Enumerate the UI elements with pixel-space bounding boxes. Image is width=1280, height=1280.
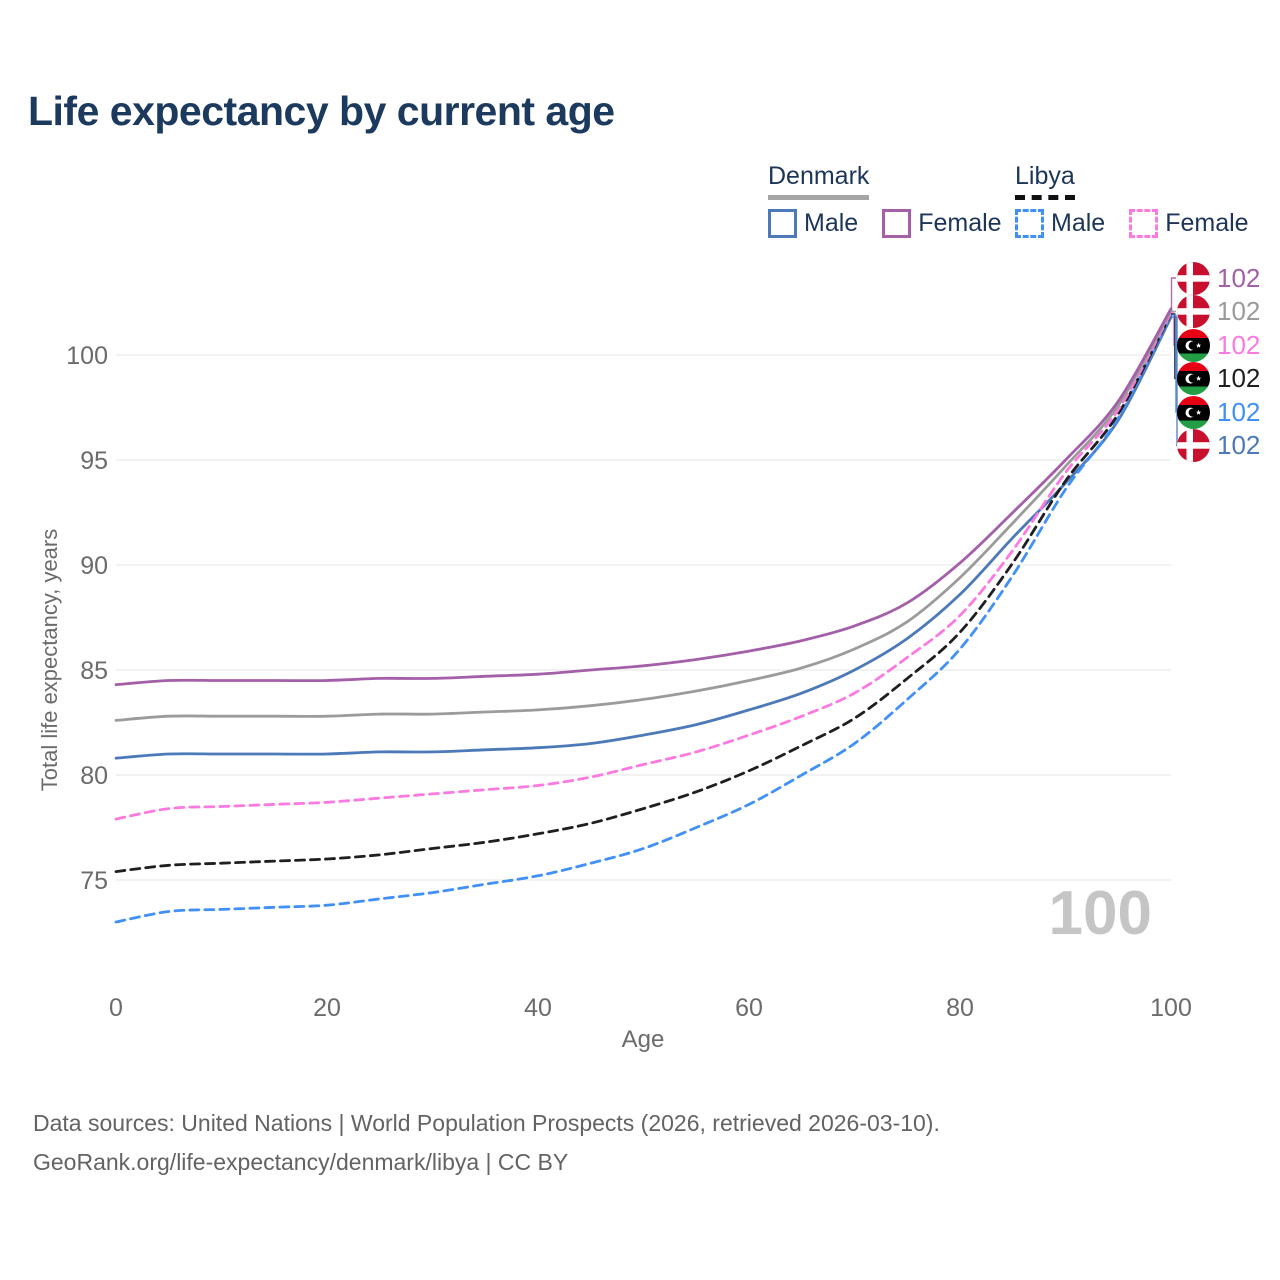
series-line-denmark-male — [114, 315, 1173, 760]
y-tick-label-80: 80 — [80, 762, 108, 790]
end-label-connector-denmark-female — [1170, 277, 1176, 310]
footer-link[interactable]: GeoRank.org/life-expectancy/denmark/liby… — [33, 1149, 569, 1175]
x-tick-label-60: 60 — [735, 994, 763, 1022]
denmark-male-swatch-icon — [768, 209, 797, 238]
legend-item-label: Female — [918, 209, 1002, 237]
x-tick-label-100: 100 — [1150, 994, 1192, 1022]
x-tick-label-0: 0 — [109, 994, 123, 1022]
legend-item-libya-female[interactable]: Female — [1129, 209, 1249, 238]
y-tick-label-85: 85 — [80, 657, 108, 685]
legend-item-denmark-male[interactable]: Male — [768, 209, 858, 238]
x-axis-title: Age — [621, 1026, 665, 1053]
footer: Data sources: United Nations | World Pop… — [33, 1104, 940, 1182]
x-tick-label-40: 40 — [524, 994, 552, 1022]
series-line-libya-all — [114, 312, 1173, 873]
series-line-denmark-female — [114, 307, 1173, 687]
y-tick-label-100: 100 — [66, 342, 108, 370]
legend-item-label: Male — [1051, 209, 1106, 237]
series-line-libya-male — [114, 313, 1173, 924]
x-tick-label-20: 20 — [313, 994, 341, 1022]
series-line-denmark-all — [114, 309, 1173, 722]
legend-item-label: Male — [804, 209, 859, 237]
legend-country-denmark[interactable]: Denmark — [768, 162, 870, 200]
legend-item-label: Female — [1165, 209, 1249, 237]
legend-item-denmark-female[interactable]: Female — [882, 209, 1002, 238]
libya-female-swatch-icon — [1129, 209, 1159, 238]
page-title: Life expectancy by current age — [28, 88, 615, 134]
age-counter-watermark: 100 — [1048, 879, 1152, 948]
legend-country-libya[interactable]: Libya — [1015, 162, 1075, 200]
y-tick-label-90: 90 — [80, 552, 108, 580]
end-label-connector-libya-male — [1171, 314, 1177, 413]
end-label-connector-denmark-all — [1171, 310, 1176, 313]
footer-data-sources: Data sources: United Nations | World Pop… — [33, 1110, 940, 1136]
denmark-female-swatch-icon — [882, 209, 912, 238]
y-axis-title: Total life expectancy, years — [37, 528, 62, 792]
y-tick-label-95: 95 — [80, 447, 108, 475]
x-tick-label-80: 80 — [946, 994, 974, 1022]
y-tick-label-75: 75 — [80, 867, 108, 895]
legend-group-denmark: Denmark Male Female — [768, 162, 1026, 238]
libya-male-swatch-icon — [1015, 209, 1044, 238]
legend-item-libya-male[interactable]: Male — [1015, 209, 1105, 238]
legend-group-libya: Libya Male Female — [1015, 162, 1273, 238]
series-line-libya-female — [114, 311, 1173, 821]
